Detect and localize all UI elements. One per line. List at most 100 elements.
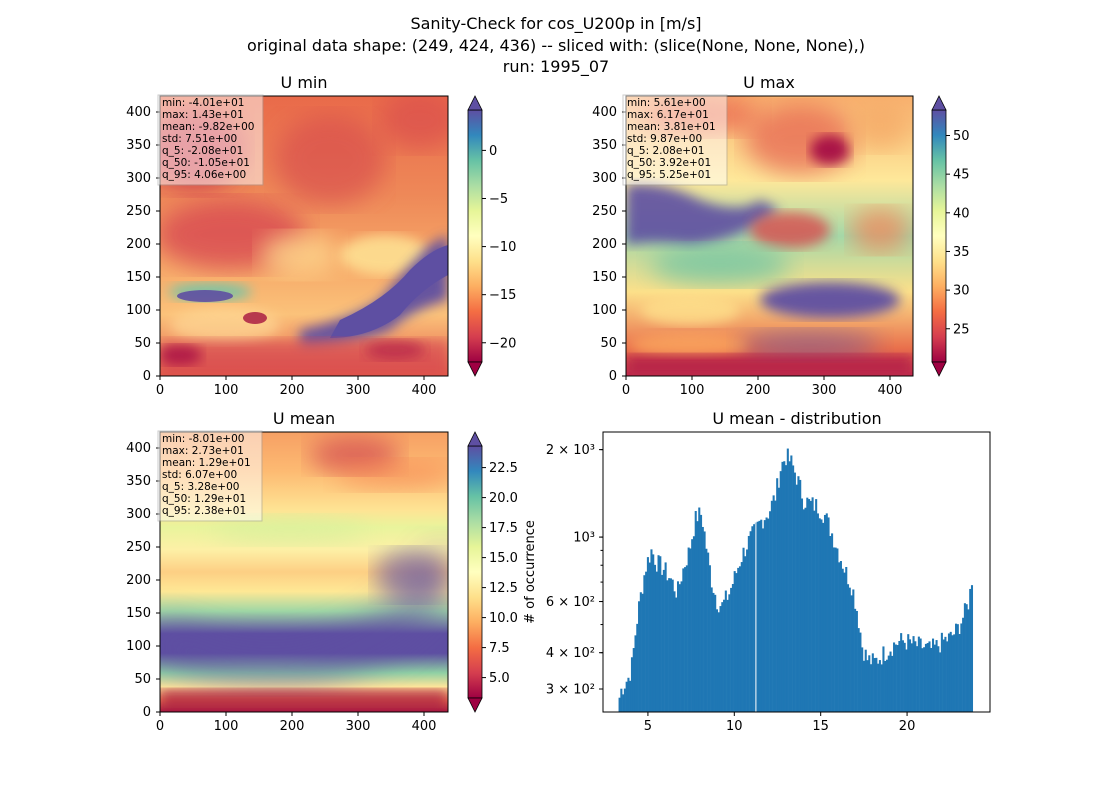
histogram-bar — [848, 587, 851, 712]
histogram-bar — [700, 514, 703, 712]
histogram-bar — [684, 567, 687, 712]
histogram-bar — [666, 580, 669, 712]
histogram-bar — [921, 648, 924, 712]
histogram-bar — [767, 518, 770, 712]
x-tick-label: 400 — [412, 719, 437, 734]
histogram-bar — [737, 567, 740, 712]
histogram-bar — [673, 591, 676, 712]
histogram-bar — [652, 554, 655, 712]
histogram-bar — [866, 660, 869, 712]
axes-frame-distribution — [602, 431, 991, 713]
y-axis-u-mean: 0 50 100 150 200 250 300 350 400 — [126, 441, 160, 720]
histogram-bar — [721, 602, 724, 712]
histogram-bar — [802, 509, 805, 712]
y-tick-label: 400 — [126, 441, 151, 456]
histogram-bar — [834, 547, 837, 712]
histogram-bar — [937, 646, 940, 712]
y-tick-label: 250 — [126, 204, 151, 219]
histogram-bar — [799, 479, 802, 712]
histogram-bar — [682, 568, 685, 712]
y-axis-u-min: 0 50 100 150 200 250 300 350 400 — [126, 105, 160, 384]
histogram-bar — [967, 609, 970, 712]
histogram-bar — [878, 660, 881, 712]
histogram-bar — [685, 565, 688, 712]
stats-box-u-max: min: 5.61e+00 max: 6.17e+01 mean: 3.81e+… — [622, 94, 728, 186]
histogram-bar — [744, 556, 747, 712]
histogram-bar — [694, 511, 697, 712]
panel-title-distribution: U mean - distribution — [712, 409, 881, 428]
histogram-bar — [875, 657, 878, 712]
histogram-bar — [857, 628, 860, 712]
histogram-bar — [901, 640, 904, 712]
stats-line: min: -8.01e+00 — [162, 433, 244, 445]
heatmap-u-min — [160, 96, 448, 376]
histogram-bar — [891, 655, 894, 712]
histogram-bar — [622, 694, 625, 712]
y-tick-label: 100 — [592, 303, 617, 318]
histogram-bar — [919, 638, 922, 712]
y-tick-label: 350 — [126, 138, 151, 153]
histogram-bar — [726, 599, 729, 712]
histogram-bar — [792, 465, 795, 712]
histogram-bar — [935, 640, 938, 712]
x-tick-label: 200 — [280, 383, 305, 398]
histogram-bar — [756, 521, 759, 712]
stats-line: q_95: 2.38e+01 — [162, 505, 246, 517]
histogram-bar — [949, 631, 952, 712]
stats-line: min: -4.01e+01 — [162, 97, 244, 109]
histogram-bar — [893, 642, 896, 712]
stats-line: min: 5.61e+00 — [627, 97, 706, 109]
histogram-bar — [877, 663, 880, 712]
y-axis-u-max: 0 50 100 150 200 250 300 350 400 — [592, 105, 626, 384]
histogram-bar — [928, 641, 931, 712]
histogram-bar — [947, 633, 951, 712]
histogram-bar — [907, 634, 910, 712]
histogram-bar — [887, 655, 890, 712]
histogram-bar — [953, 634, 956, 712]
histogram-bar — [749, 531, 752, 712]
histogram-bar — [703, 531, 706, 712]
histogram-bar — [691, 539, 694, 712]
axes-frame-u-mean — [159, 431, 449, 713]
histogram-bar — [846, 584, 850, 712]
histogram-bar — [735, 573, 738, 712]
histogram-bar — [841, 568, 844, 712]
histogram-bar — [815, 499, 818, 712]
stats-line: max: 1.43e+01 — [162, 109, 244, 121]
figure-title-line-2: original data shape: (249, 424, 436) -- … — [247, 36, 865, 55]
histogram-bar — [779, 471, 782, 712]
histogram-bar — [728, 594, 731, 712]
y-tick-label: 4 × 10² — [546, 646, 595, 661]
histogram-bar — [930, 647, 933, 712]
histogram-bar — [774, 500, 777, 712]
y-tick-label: 0 — [609, 369, 617, 384]
y-tick-label: 150 — [592, 270, 617, 285]
y-tick-label: 200 — [126, 573, 151, 588]
histogram-bar — [653, 564, 657, 712]
x-tick-label: 0 — [156, 719, 164, 734]
y-tick-label: 200 — [126, 237, 151, 252]
histogram-bar — [638, 601, 641, 712]
histogram-bar — [864, 649, 867, 712]
y-tick-label: 100 — [126, 639, 151, 654]
histogram-bar — [671, 579, 674, 712]
y-tick-label: 350 — [126, 474, 151, 489]
colorbar-tick-label: 30 — [953, 284, 970, 299]
x-tick-label: 300 — [812, 383, 837, 398]
histogram-bar — [818, 518, 821, 712]
histogram-bar — [845, 566, 848, 712]
histogram-bar — [908, 639, 912, 712]
y-axis-label-distribution: # of occurrence — [523, 520, 538, 624]
histogram-bar — [850, 595, 853, 712]
histogram-bar — [765, 517, 768, 712]
histogram-bar — [740, 562, 743, 712]
histogram-bar — [625, 681, 628, 712]
colorbar-u-mean: 5.0 7.5 10.0 12.5 15.0 17.5 20.0 22.5 — [467, 431, 518, 713]
axes-frame-u-max — [625, 95, 914, 377]
histogram-bar — [931, 638, 935, 712]
stats-box-u-mean: min: -8.01e+00 max: 2.73e+01 mean: 1.29e… — [157, 430, 263, 522]
y-tick-label: 150 — [126, 606, 151, 621]
panel-u-mean: U mean 0 100 200 300 400 — [126, 409, 518, 734]
histogram-bar — [963, 603, 966, 712]
histogram-bar — [698, 507, 701, 712]
